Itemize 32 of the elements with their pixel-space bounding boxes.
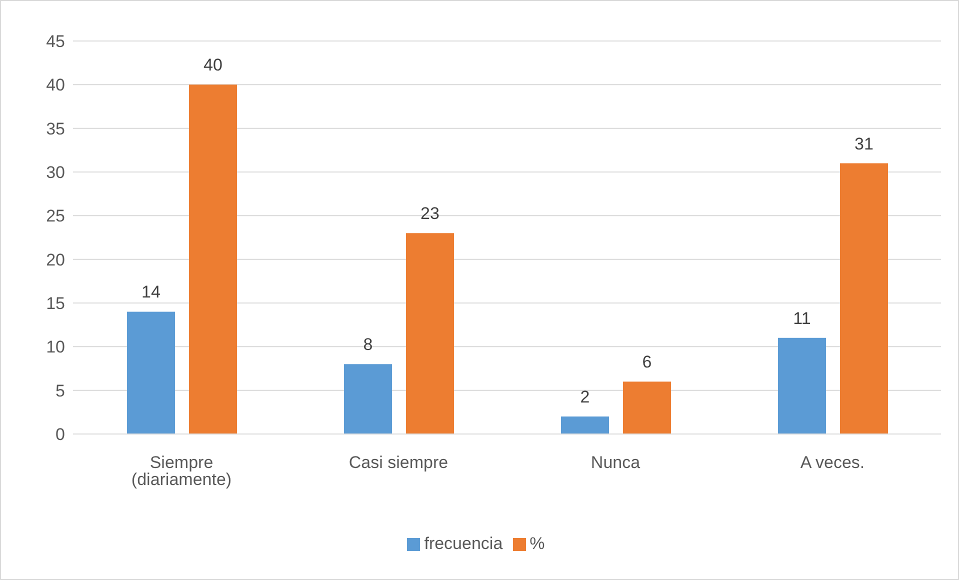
data-label: 2 (580, 388, 590, 407)
y-tick-label: 20 (46, 250, 65, 270)
y-tick-label: 10 (46, 338, 65, 357)
x-tick-label: Nunca (590, 453, 641, 472)
x-tick-label: A veces. (800, 453, 865, 472)
data-label: 40 (204, 56, 222, 75)
data-label: 14 (142, 282, 160, 302)
y-tick-label: 0 (56, 425, 65, 444)
y-tick-label: 40 (46, 76, 65, 95)
legend-label: frecuencia (424, 534, 503, 553)
bar (840, 163, 888, 434)
y-tick-label: 30 (46, 163, 65, 182)
bar (189, 84, 237, 434)
y-tick-label: 15 (46, 294, 65, 314)
bar (344, 364, 392, 434)
bar (406, 233, 454, 434)
data-label: 31 (854, 134, 874, 154)
bar (127, 312, 175, 434)
bar (623, 382, 671, 434)
y-tick-label: 35 (46, 119, 65, 138)
x-tick-label: Casi siempre (348, 453, 448, 472)
y-tick-label: 5 (56, 381, 65, 400)
bar (561, 416, 609, 434)
x-tick-label: Siempre (diariamente) (131, 453, 232, 490)
y-tick-label: 45 (46, 32, 65, 52)
data-label: 6 (642, 352, 652, 372)
data-label: 23 (420, 204, 440, 224)
data-label: 8 (363, 335, 373, 354)
data-label: 11 (793, 308, 811, 328)
y-tick-label: 25 (46, 206, 65, 226)
bar (778, 338, 826, 434)
legend-label: % (530, 534, 545, 553)
